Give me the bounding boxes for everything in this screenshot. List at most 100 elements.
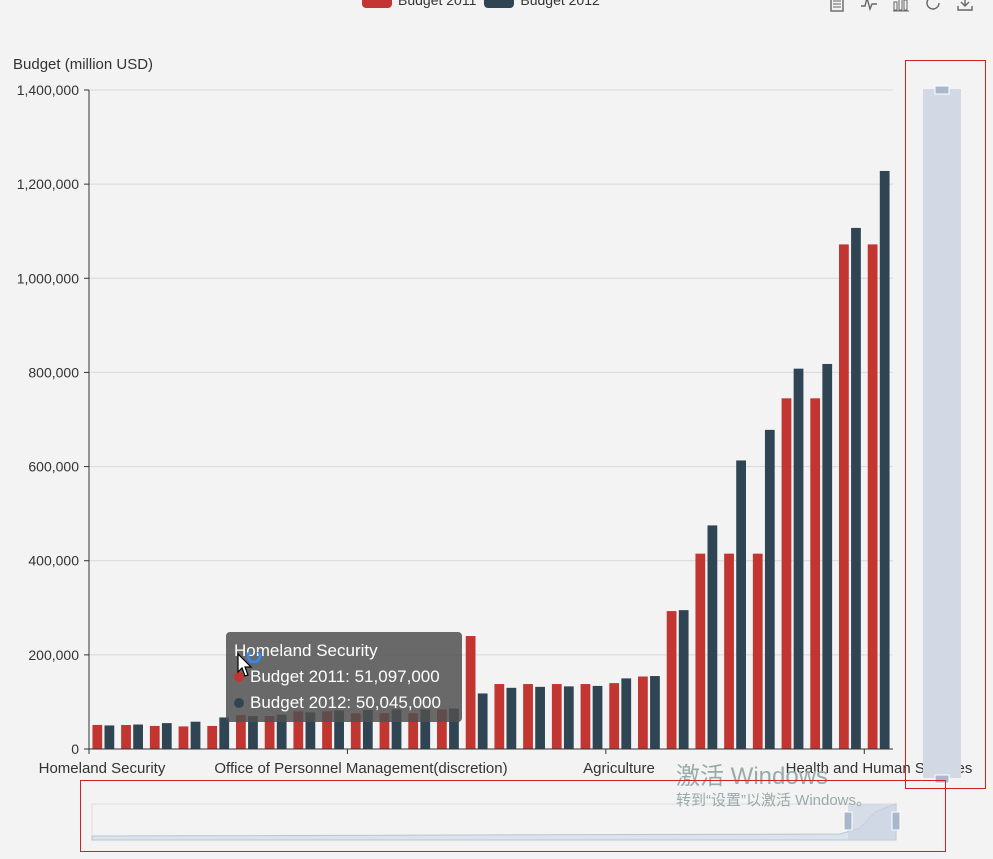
data-view-icon[interactable] xyxy=(828,0,846,12)
bar-2012 xyxy=(449,708,459,749)
y-tick-label: 400,000 xyxy=(28,553,79,569)
bar-2011 xyxy=(149,725,160,749)
bar-2011 xyxy=(752,553,763,749)
bar-2012 xyxy=(736,460,746,749)
bar-2011 xyxy=(638,676,648,749)
bar-2011 xyxy=(264,716,275,749)
bar-2012 xyxy=(592,685,603,749)
bar-2011 xyxy=(236,715,246,749)
bar-2012 xyxy=(650,676,660,749)
bar-2012 xyxy=(334,710,344,749)
horizontal-datazoom-handle-left xyxy=(843,811,853,831)
y-tick-label: 1,000,000 xyxy=(17,270,79,286)
bar-2011 xyxy=(92,724,103,749)
bar-2011 xyxy=(494,684,505,749)
bar-2012 xyxy=(190,721,201,749)
y-tick-label: 200,000 xyxy=(28,647,79,663)
bar-2011 xyxy=(322,711,332,749)
bar-2011 xyxy=(695,553,706,749)
legend-swatch-2011 xyxy=(362,0,392,8)
bar-2012 xyxy=(879,170,890,749)
line-chart-icon[interactable] xyxy=(860,0,878,12)
bar-2011 xyxy=(207,725,218,749)
pointer-cursor-icon xyxy=(237,652,262,677)
bar-2012 xyxy=(477,693,488,749)
bar-2012 xyxy=(707,525,718,749)
tooltip-row-2011-label: Budget 2011: 51,097,000 xyxy=(250,667,440,686)
legend-swatch-2012 xyxy=(484,0,515,8)
y-tick-label: 1,400,000 xyxy=(17,82,79,98)
windows-activation-subtitle: 转到“设置”以激活 Windows。 xyxy=(676,792,872,809)
bar-2012 xyxy=(793,368,804,749)
bar-2012 xyxy=(506,687,517,749)
bar-2012 xyxy=(276,714,287,749)
bar-2012 xyxy=(851,227,861,749)
horizontal-datazoom-highlight xyxy=(80,780,946,852)
bar-2011 xyxy=(293,711,304,749)
y-tick-label: 600,000 xyxy=(28,459,79,475)
y-tick-label: 0 xyxy=(71,741,79,757)
bar-2012 xyxy=(621,678,632,749)
bar-2012 xyxy=(219,717,230,749)
bar-2012 xyxy=(133,724,143,749)
vertical-datazoom-highlight xyxy=(905,60,986,789)
legend-label-2012: Budget 2012 xyxy=(520,0,600,8)
y-axis-title: Budget (million USD) xyxy=(13,56,153,73)
vertical-datazoom-slider xyxy=(923,89,961,778)
y-tick-label: 800,000 xyxy=(28,364,79,380)
bar-chart-icon[interactable] xyxy=(892,0,910,12)
vertical-datazoom-handle-bottom xyxy=(934,774,950,784)
bar-2011 xyxy=(781,398,792,749)
horizontal-datazoom-window xyxy=(848,804,896,840)
bar-2011 xyxy=(465,636,476,749)
bar-2012 xyxy=(822,363,833,749)
tooltip: Homeland Security Budget 2011: 51,097,00… xyxy=(226,632,462,722)
legend-label-2011: Budget 2011 xyxy=(398,0,477,8)
bar-2011 xyxy=(580,684,591,749)
bar-2012 xyxy=(305,712,316,749)
bar-2011 xyxy=(810,398,821,749)
tooltip-row-2012: Budget 2012: 50,045,000 xyxy=(234,690,454,716)
bar-2011 xyxy=(867,244,878,749)
horizontal-datazoom-handle-right xyxy=(891,811,901,831)
bar-2012 xyxy=(535,686,545,749)
bar-2012 xyxy=(104,725,115,749)
legend: Budget 2011 Budget 2012 xyxy=(362,0,600,10)
tooltip-dot-2012 xyxy=(234,698,244,708)
tooltip-title-text: Homeland Security xyxy=(234,641,378,660)
tooltip-dot-2011 xyxy=(234,672,244,682)
bar-2011 xyxy=(724,553,734,749)
bar-2011 xyxy=(551,684,562,749)
bar-2012 xyxy=(678,610,689,749)
bar-2012 xyxy=(161,723,172,749)
restore-icon[interactable] xyxy=(924,0,942,12)
bar-2011 xyxy=(437,709,447,749)
bar-2011 xyxy=(523,684,533,749)
bar-2011 xyxy=(666,611,677,749)
x-tick-label: Agriculture xyxy=(583,760,655,777)
bar-2011 xyxy=(178,726,189,749)
bar-2012 xyxy=(563,686,574,749)
download-icon[interactable] xyxy=(956,0,974,12)
windows-activation-watermark: 激活 Windows xyxy=(676,763,829,790)
x-tick-label: Homeland Security xyxy=(39,760,166,777)
bar-2012 xyxy=(391,709,402,749)
bar-2012 xyxy=(248,716,258,749)
bar-2012 xyxy=(420,709,431,749)
legend-item-2012[interactable]: Budget 2012 xyxy=(484,0,600,8)
bar-2011 xyxy=(121,724,131,749)
tooltip-row-2011: Budget 2011: 51,097,000 xyxy=(234,664,454,690)
y-tick-label: 1,200,000 xyxy=(17,176,79,192)
x-tick-label: Office of Personnel Management(discretio… xyxy=(214,760,507,777)
legend-item-2011[interactable]: Budget 2011 xyxy=(362,0,476,8)
vertical-datazoom-handle-top xyxy=(934,85,950,95)
bar-2011 xyxy=(839,244,849,749)
bar-2011 xyxy=(350,713,361,749)
bar-2011 xyxy=(609,683,620,749)
tooltip-row-2012-label: Budget 2012: 50,045,000 xyxy=(250,693,441,712)
bar-2011 xyxy=(408,713,419,749)
bar-2012 xyxy=(764,429,775,749)
bar-2012 xyxy=(362,709,373,749)
